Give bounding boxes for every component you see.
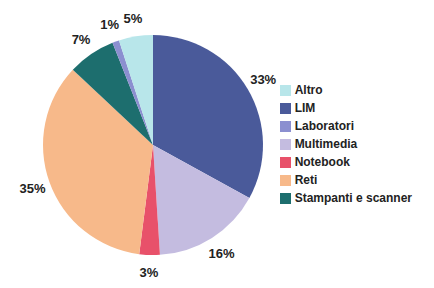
html-text:Reti: Reti xyxy=(294,173,318,187)
svg-text:5%: 5% xyxy=(124,11,143,26)
html-text:Stampanti e scanner: Stampanti e scanner xyxy=(294,191,412,205)
svg-text:35%: 35% xyxy=(20,181,46,196)
svg-text:33%: 33% xyxy=(250,72,276,87)
html-text:Altro: Altro xyxy=(294,83,323,97)
html-text:Notebook: Notebook xyxy=(294,155,350,169)
html-text:Multimedia: Multimedia xyxy=(294,137,358,151)
svg-text:1%: 1% xyxy=(100,17,119,32)
svg-text:16%: 16% xyxy=(209,246,235,261)
svg-text:3%: 3% xyxy=(140,265,159,280)
html-text:Laboratori: Laboratori xyxy=(294,119,354,133)
svg-text:7%: 7% xyxy=(72,32,91,47)
html-text:LIM: LIM xyxy=(294,101,316,115)
